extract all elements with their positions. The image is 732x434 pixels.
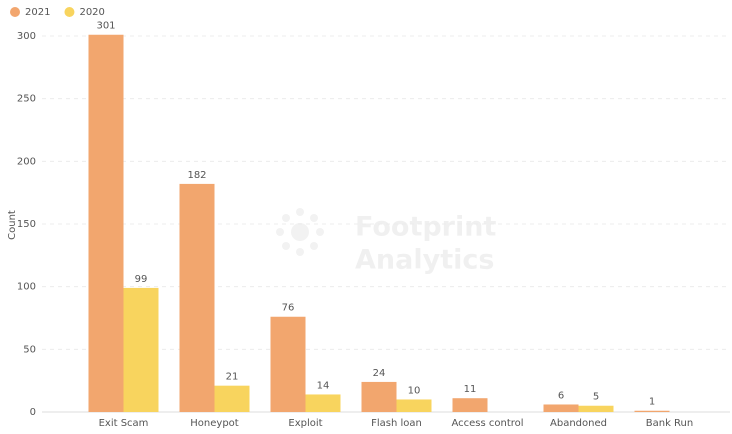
value-label: 14 bbox=[317, 380, 330, 391]
watermark-text: Footprint bbox=[355, 212, 496, 243]
y-tick-label: 50 bbox=[23, 344, 36, 355]
value-label: 6 bbox=[558, 390, 564, 401]
legend-label: 2021 bbox=[25, 7, 50, 18]
bar bbox=[88, 34, 124, 412]
watermark-text: Analytics bbox=[355, 245, 494, 276]
bar bbox=[214, 385, 250, 412]
value-label: 5 bbox=[593, 392, 599, 403]
x-tick-label: Flash loan bbox=[371, 418, 422, 429]
y-tick-label: 250 bbox=[17, 94, 36, 105]
value-label: 11 bbox=[464, 384, 477, 395]
y-tick-label: 150 bbox=[17, 219, 36, 230]
value-label: 1 bbox=[649, 397, 655, 408]
value-label: 76 bbox=[282, 303, 295, 314]
x-tick-label: Honeypot bbox=[190, 418, 239, 429]
watermark-logo bbox=[276, 208, 324, 256]
bar bbox=[578, 405, 614, 412]
bar bbox=[452, 398, 488, 412]
bar bbox=[543, 404, 579, 412]
bar bbox=[179, 183, 215, 412]
bar bbox=[396, 399, 432, 412]
y-tick-label: 300 bbox=[17, 31, 36, 42]
x-tick-label: Access control bbox=[451, 418, 523, 429]
legend-label: 2020 bbox=[79, 7, 104, 18]
value-label: 301 bbox=[96, 21, 115, 32]
bar bbox=[305, 394, 341, 412]
value-label: 10 bbox=[408, 385, 421, 396]
bar bbox=[361, 381, 397, 412]
x-tick-label: Exit Scam bbox=[99, 418, 149, 429]
value-label: 24 bbox=[373, 368, 386, 379]
y-tick-label: 0 bbox=[30, 407, 36, 418]
legend-marker bbox=[10, 7, 20, 17]
bar bbox=[634, 410, 670, 412]
bar bbox=[270, 316, 306, 412]
y-tick-label: 100 bbox=[17, 282, 36, 293]
x-tick-label: Bank Run bbox=[646, 418, 693, 429]
y-axis-label: Count bbox=[7, 210, 18, 240]
value-label: 182 bbox=[187, 170, 206, 181]
x-tick-label: Exploit bbox=[288, 418, 322, 429]
x-tick-label: Abandoned bbox=[550, 418, 607, 429]
bar bbox=[123, 287, 159, 412]
value-label: 99 bbox=[135, 274, 148, 285]
legend-marker bbox=[64, 7, 75, 17]
watermark: Footprint Analytics bbox=[276, 208, 496, 276]
value-label: 21 bbox=[226, 372, 239, 383]
y-tick-label: 200 bbox=[17, 156, 36, 167]
